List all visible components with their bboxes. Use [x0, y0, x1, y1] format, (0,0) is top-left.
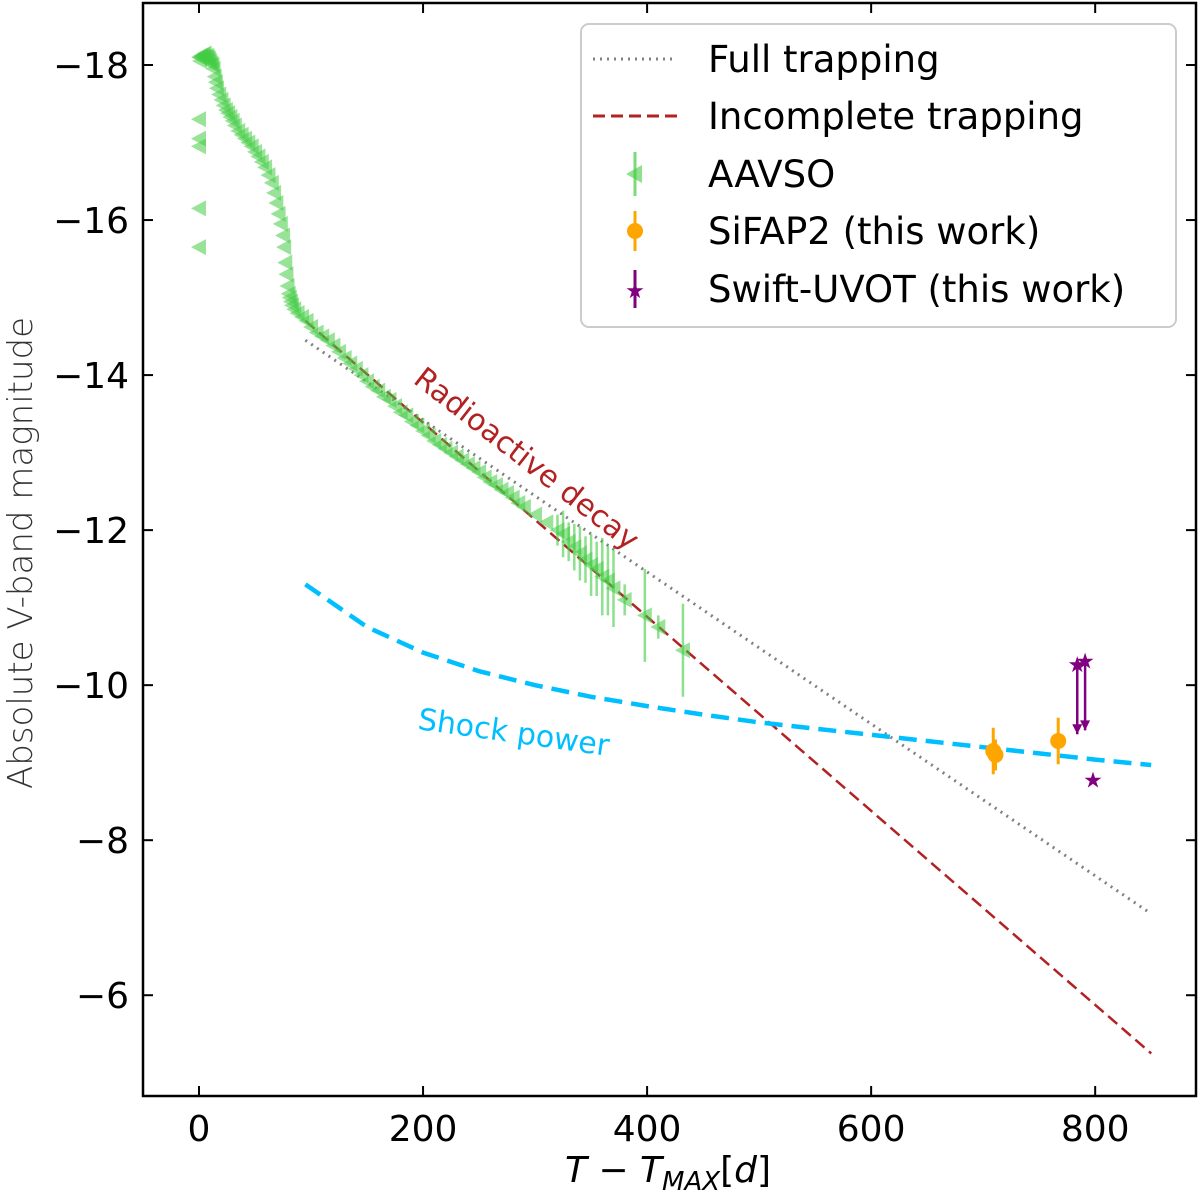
axes-ticks: 0 200 400 600 800 −18 −16 −14 −12 −10 −8 −6: [53, 3, 1196, 1150]
legend-sifap2-label: SiFAP2 (this work): [708, 210, 1040, 253]
legend-aavso-label: AAVSO: [708, 153, 835, 196]
legend-sifap2-marker: [627, 211, 643, 251]
aavso-point: [263, 174, 279, 191]
y-tick-label: −16: [53, 201, 129, 242]
aavso-point: [605, 580, 621, 597]
x-axis-label: T − TMAX[d]: [565, 1150, 771, 1192]
series-sifap2-this-work: [985, 717, 1067, 775]
aavso-point: [588, 560, 604, 577]
x-tick-label: 800: [1061, 1109, 1130, 1150]
aavso-point: [191, 111, 207, 128]
aavso-point: [272, 215, 288, 232]
aavso-point: [555, 525, 571, 542]
aavso-point: [266, 184, 282, 201]
swift-uvot-point: ★: [1067, 653, 1087, 678]
aavso-point: [268, 194, 284, 211]
x-tick-label: 200: [389, 1109, 458, 1150]
aavso-point: [191, 239, 207, 256]
legend-aavso-marker: [626, 152, 642, 196]
legend-incomplete-trapping-label: Incomplete trapping: [708, 95, 1084, 138]
aavso-point: [527, 506, 543, 523]
sifap2-point: [1050, 732, 1067, 749]
series-swift-uvot-this-work: ★★★: [1067, 649, 1102, 793]
swift-uvot-point: ★: [1083, 769, 1103, 794]
legend-full-trapping-label: Full trapping: [708, 38, 940, 81]
x-tick-label: 0: [188, 1109, 211, 1150]
aavso-point: [275, 227, 291, 244]
legend-box: [580, 23, 1177, 328]
legend-swift-uvot-label: Swift-UVOT (this work): [708, 268, 1125, 311]
aavso-point: [277, 254, 293, 271]
x-tick-label: 600: [837, 1109, 906, 1150]
legend-swift-uvot-marker: ★: [625, 270, 645, 308]
aavso-point: [276, 239, 292, 256]
swift-arrow-head: [1080, 720, 1091, 731]
aavso-point: [515, 498, 531, 515]
aavso-point: [616, 591, 632, 608]
aavso-point: [636, 607, 652, 624]
aavso-point: [270, 205, 286, 222]
swift-arrow-head: [1072, 724, 1083, 735]
y-tick-label: −14: [53, 356, 129, 397]
swift-uvot-point: ★: [1075, 649, 1095, 674]
aavso-point: [538, 514, 554, 531]
legend: Full trapping Incomplete trapping AAVSO …: [580, 23, 1177, 328]
y-tick-label: −8: [76, 821, 129, 862]
series-shock-power: [304, 582, 1152, 768]
aavso-point: [191, 130, 207, 147]
x-tick-label: 400: [613, 1109, 682, 1150]
plot-area: ★★★: [191, 45, 1153, 1055]
aavso-point: [599, 572, 615, 589]
plot-frame: [141, 1, 1198, 1098]
series-line-shock-power: [304, 582, 1152, 768]
y-tick-label: −18: [53, 46, 129, 87]
aavso-point: [191, 200, 207, 217]
aavso-point: [278, 266, 294, 283]
svg-text:★: ★: [625, 279, 645, 304]
y-tick-label: −12: [53, 511, 129, 552]
y-tick-label: −10: [53, 666, 129, 707]
y-tick-label: −6: [76, 976, 129, 1017]
y-axis-label: Absolute V-band magnitude: [1, 317, 41, 789]
sifap2-point: [987, 746, 1004, 763]
aavso-point: [650, 619, 666, 636]
series-aavso: [191, 45, 690, 697]
aavso-point: [674, 642, 690, 659]
